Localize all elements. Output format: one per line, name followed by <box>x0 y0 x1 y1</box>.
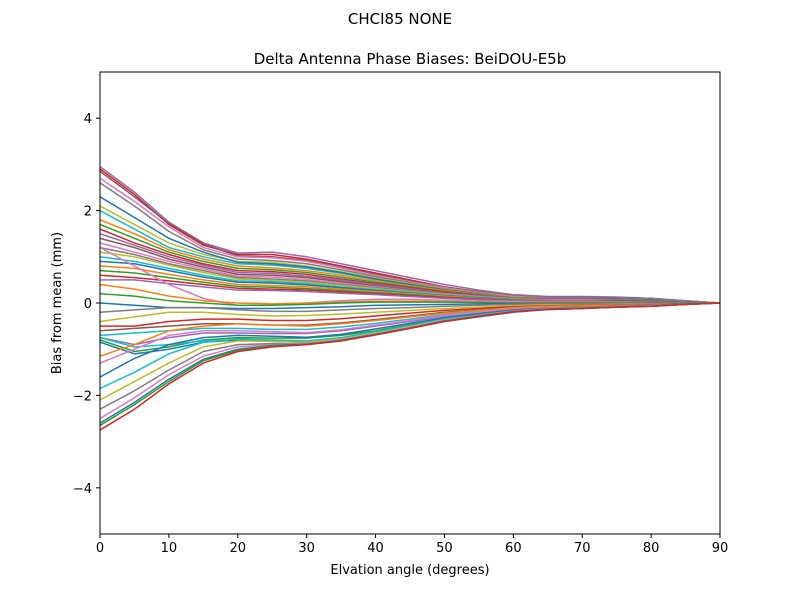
x-axis: 0 10 20 30 40 50 60 70 80 90 <box>96 534 728 556</box>
y-tick-label: −4 <box>73 482 92 497</box>
x-tick-label: 60 <box>505 541 522 556</box>
x-tick-label: 30 <box>298 541 315 556</box>
x-tick-label: 0 <box>96 541 104 556</box>
series-line-45 <box>100 302 720 431</box>
x-tick-label: 80 <box>643 541 660 556</box>
y-tick-label: −2 <box>73 389 92 404</box>
y-tick-label: 2 <box>84 205 92 220</box>
y-tick-label: 0 <box>84 297 92 312</box>
figure-suptitle: CHCI85 NONE <box>348 10 452 28</box>
y-tick-label: 4 <box>84 112 92 127</box>
x-axis-label: Elvation angle (degrees) <box>330 563 489 578</box>
y-axis: −4 −2 0 2 4 <box>73 112 100 497</box>
x-tick-label: 50 <box>436 541 453 556</box>
x-tick-label: 90 <box>712 541 729 556</box>
x-tick-label: 70 <box>574 541 591 556</box>
x-tick-label: 20 <box>230 541 247 556</box>
y-axis-label: Bias from mean (mm) <box>50 232 65 374</box>
series-layer <box>100 166 720 431</box>
x-tick-label: 40 <box>367 541 384 556</box>
x-tick-label: 10 <box>161 541 178 556</box>
chart-title: Delta Antenna Phase Biases: BeiDOU-E5b <box>254 50 567 68</box>
series-line-2 <box>100 166 720 304</box>
